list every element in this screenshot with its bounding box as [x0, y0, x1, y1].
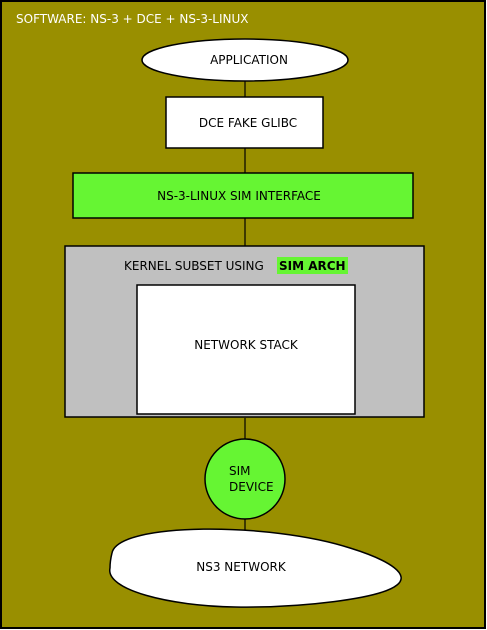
network-stack-box — [136, 284, 356, 415]
sim-interface-box — [72, 172, 414, 219]
sim-arch-highlight — [277, 257, 348, 274]
application-label: APPLICATION — [210, 53, 288, 67]
sim-device-node — [204, 438, 286, 520]
ns3-network-label: NS3 NETWORK — [196, 560, 287, 574]
dce-fake-glibc-label: DCE FAKE GLIBC — [199, 116, 297, 130]
sim-arch-label: SIM ARCH — [279, 259, 346, 273]
sim-device-label-line1: SIM — [229, 464, 251, 478]
network-stack-label: NETWORK STACK — [194, 338, 299, 352]
kernel-subset-label: KERNEL SUBSET USING — [124, 259, 264, 273]
application-node — [141, 38, 349, 82]
frame-title: SOFTWARE: NS-3 + DCE + NS-3-LINUX — [16, 12, 249, 26]
sim-interface-label: NS-3-LINUX SIM INTERFACE — [157, 189, 321, 203]
dce-fake-glibc-box — [165, 96, 324, 149]
ns3-network-node — [109, 528, 402, 608]
sim-device-label-line2: DEVICE — [229, 480, 274, 494]
